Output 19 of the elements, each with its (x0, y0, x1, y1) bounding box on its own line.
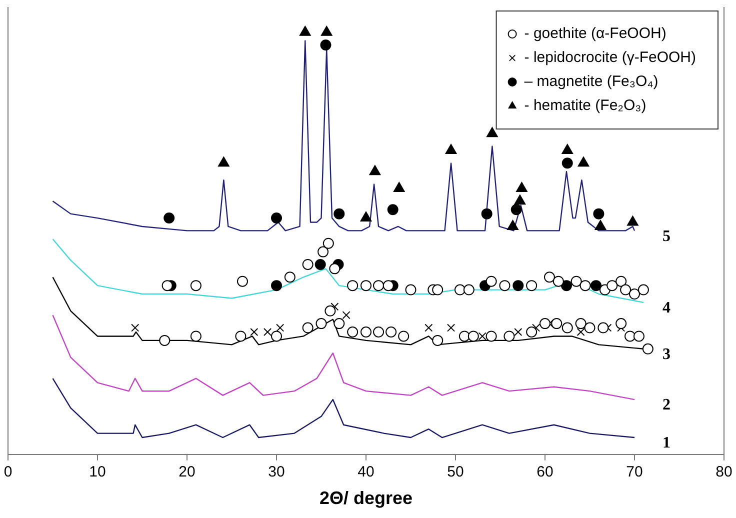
x-tick-label: 0 (4, 464, 12, 481)
series-label: 4 (662, 300, 670, 317)
series-label: 5 (662, 228, 670, 245)
series-label: 1 (662, 434, 670, 452)
x-tick-label: 10 (89, 464, 106, 481)
legend-label: - hematite (Fe₂O₃) (524, 97, 646, 114)
x-tick-label: 80 (716, 464, 732, 481)
x-axis-title: 2Θ/ degree (319, 488, 413, 508)
x-tick-label: 30 (268, 464, 285, 481)
x-tick-label: 20 (178, 464, 196, 481)
x-tick-label: 70 (626, 464, 643, 481)
legend-label: – magnetite (Fe₃O₄) (524, 73, 658, 90)
x-tick-label: 50 (447, 464, 464, 481)
series-label: 2 (662, 396, 670, 414)
series-label: 3 (662, 346, 670, 364)
legend-label: - lepidocrocite (γ-FeOOH) (524, 49, 696, 66)
x-tick-label: 40 (358, 464, 374, 481)
x-tick-label: 60 (536, 464, 554, 481)
legend-label: - goethite (α-FeOOH) (524, 25, 666, 42)
